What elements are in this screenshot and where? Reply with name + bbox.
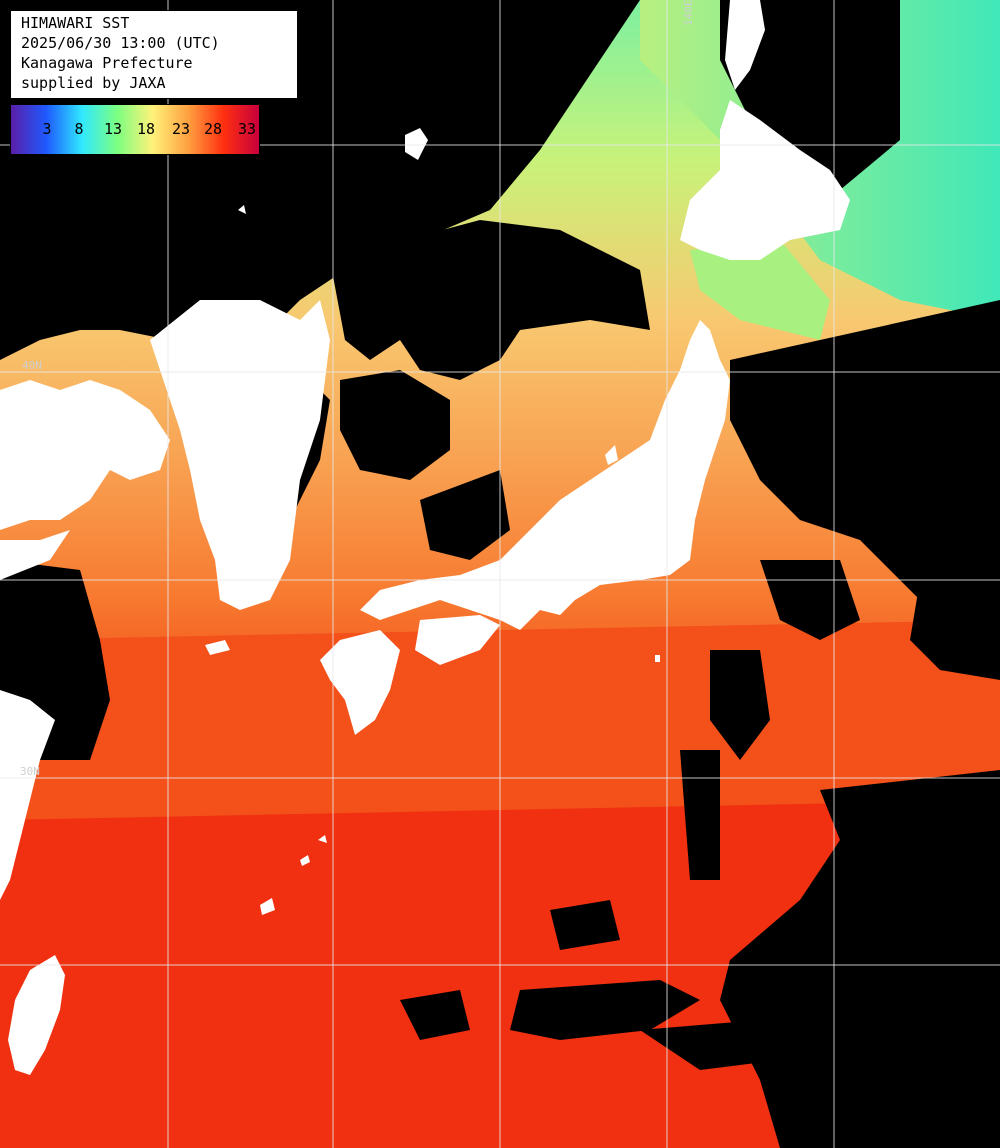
- land-honshu: [360, 320, 730, 630]
- legend-tick-13: 13: [103, 120, 123, 138]
- land-china-coast: [0, 380, 170, 530]
- land-kyushu: [320, 630, 400, 735]
- land-hokkaido: [680, 100, 850, 260]
- map-title: HIMAWARI SST: [21, 14, 130, 32]
- land-china-east: [0, 690, 55, 900]
- label-140e: 140E: [682, 0, 695, 26]
- land-shandong: [0, 530, 70, 580]
- land-masses: [0, 0, 850, 1075]
- temperature-legend: 3 8 13 18 23 28 33: [10, 104, 260, 155]
- sea-cool-okhotsk: [690, 240, 830, 340]
- land-shikoku: [415, 615, 500, 665]
- land-taiwan: [8, 955, 65, 1075]
- label-30n: 30N: [20, 765, 40, 778]
- land-sakhalin: [725, 0, 765, 90]
- map-datetime: 2025/06/30 13:00 (UTC): [21, 34, 220, 52]
- legend-tick-28: 28: [203, 120, 223, 138]
- legend-tick-18: 18: [136, 120, 156, 138]
- legend-labels: 3 8 13 18 23 28 33: [11, 120, 259, 140]
- legend-tick-3: 3: [42, 120, 52, 138]
- map-supplier: supplied by JAXA: [21, 74, 166, 92]
- label-40n: 40N: [22, 359, 42, 372]
- land-jeju: [205, 640, 230, 655]
- land-korean-peninsula: [150, 300, 330, 610]
- legend-tick-8: 8: [74, 120, 84, 138]
- map-provider: Kanagawa Prefecture: [21, 54, 193, 72]
- info-box: HIMAWARI SST 2025/06/30 13:00 (UTC) Kana…: [10, 10, 298, 99]
- legend-tick-33: 33: [237, 120, 257, 138]
- legend-tick-23: 23: [171, 120, 191, 138]
- legend-colorbar: [11, 105, 259, 154]
